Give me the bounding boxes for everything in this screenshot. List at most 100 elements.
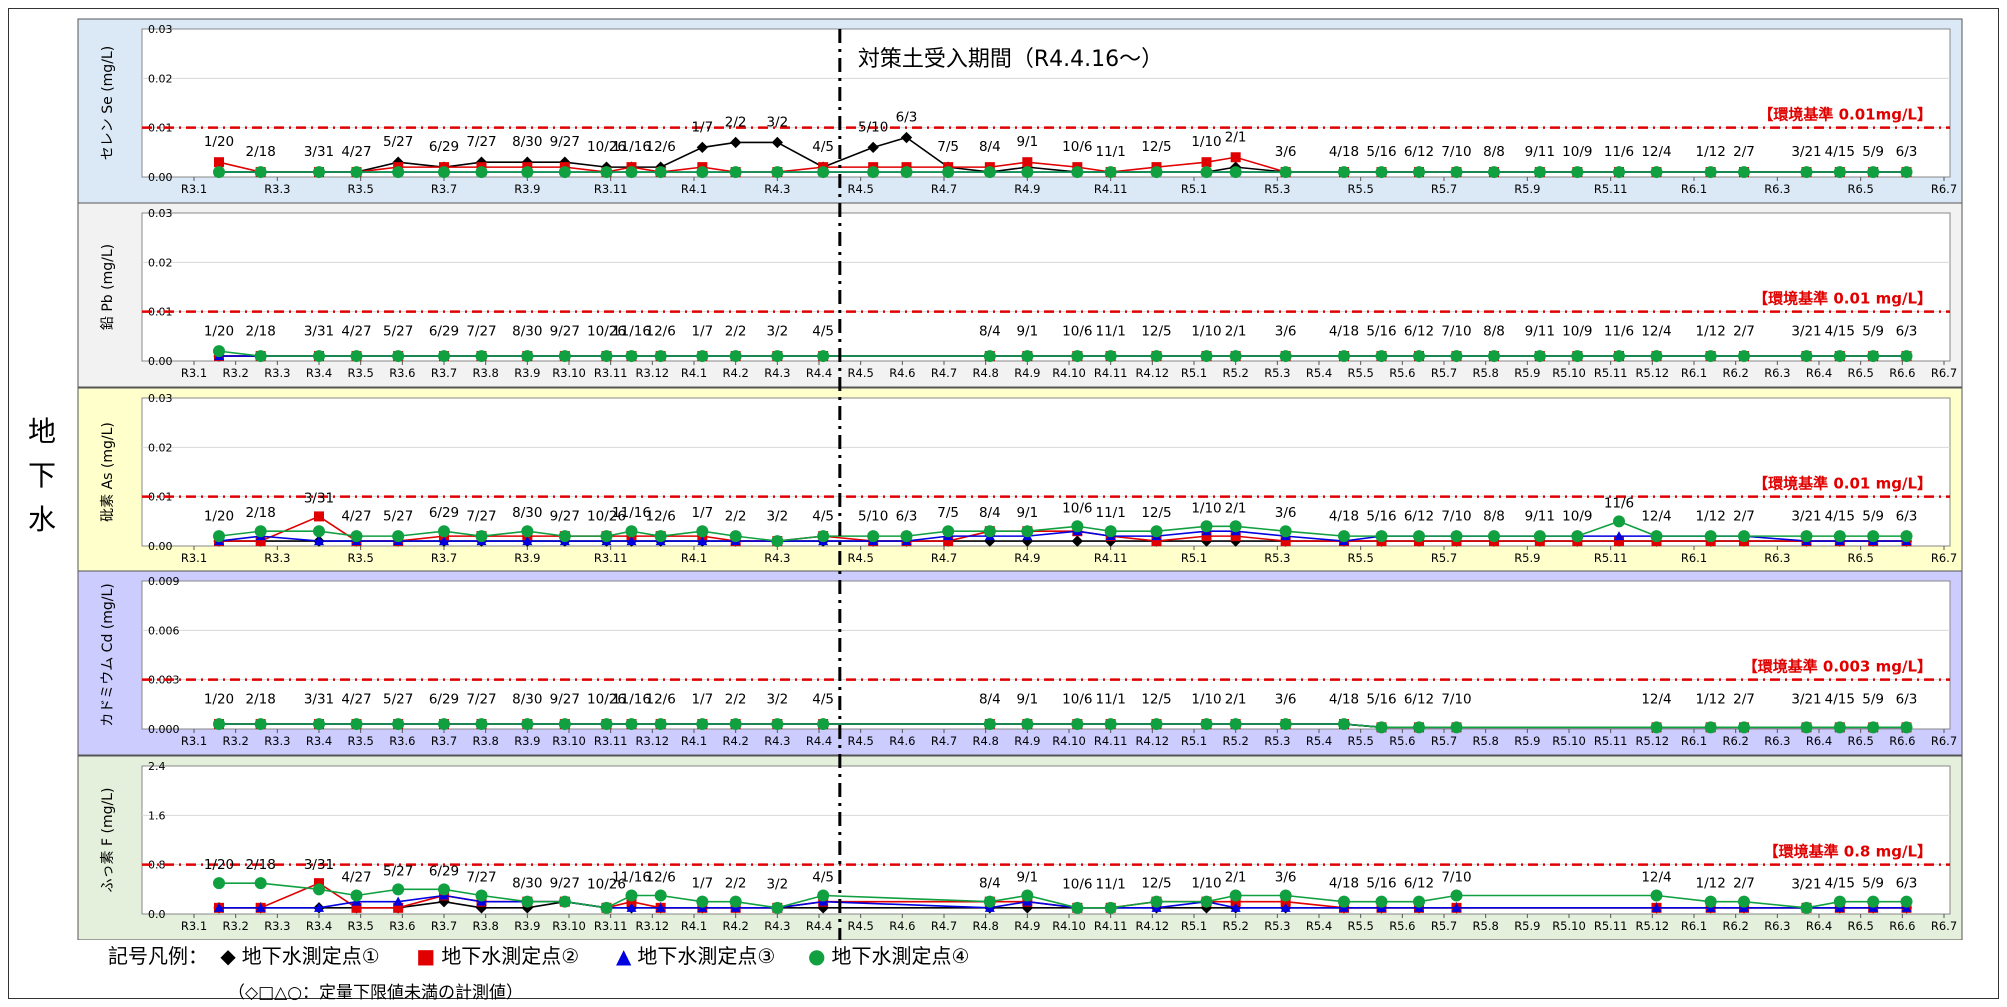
x-tick-label: R4.9 bbox=[1014, 919, 1040, 933]
x-tick-label: R4.9 bbox=[1014, 366, 1040, 380]
point-circle bbox=[1200, 350, 1213, 363]
point-circle bbox=[1413, 350, 1425, 363]
date-label: 2/7 bbox=[1733, 509, 1755, 525]
point-circle bbox=[1021, 350, 1034, 363]
date-label: 6/3 bbox=[896, 110, 918, 126]
date-label: 3/2 bbox=[766, 114, 788, 130]
x-tick-label: R6.2 bbox=[1723, 919, 1749, 933]
date-label: 2/2 bbox=[725, 114, 747, 130]
y-axis-label: ふっ素 F (mg/L) bbox=[100, 788, 116, 893]
point-diamond bbox=[900, 131, 913, 144]
point-circle bbox=[392, 350, 405, 363]
point-circle bbox=[1229, 166, 1242, 179]
date-label: 9/11 bbox=[1525, 144, 1555, 160]
date-label: 1/10 bbox=[1191, 692, 1221, 708]
date-label: 8/8 bbox=[1483, 144, 1505, 160]
y-tick-label: 0.8 bbox=[148, 859, 166, 872]
point-triangle bbox=[214, 902, 224, 912]
point-circle bbox=[1279, 166, 1292, 179]
date-label: 4/27 bbox=[341, 324, 371, 340]
point-circle bbox=[1533, 166, 1546, 179]
point-circle bbox=[1867, 895, 1880, 908]
point-triangle bbox=[1651, 902, 1662, 912]
point-circle bbox=[1571, 350, 1584, 363]
point-circle bbox=[1021, 166, 1034, 179]
point-circle bbox=[1800, 901, 1813, 914]
x-tick-label: R5.4 bbox=[1306, 919, 1332, 933]
point-square bbox=[314, 878, 324, 889]
point-square bbox=[1151, 536, 1162, 547]
x-tick-label: R5.11 bbox=[1594, 551, 1628, 565]
date-label: 12/5 bbox=[1141, 324, 1171, 340]
date-label: 2/2 bbox=[725, 692, 747, 708]
date-label: 12/5 bbox=[1141, 139, 1171, 155]
plot-area bbox=[141, 28, 1951, 178]
date-label: 12/6 bbox=[646, 870, 676, 886]
point-triangle bbox=[655, 902, 666, 912]
date-label: 2/1 bbox=[1225, 870, 1247, 886]
x-tick-label: R6.3 bbox=[1764, 734, 1790, 748]
x-tick-label: R5.11 bbox=[1594, 919, 1628, 933]
x-tick-label: R4.7 bbox=[931, 366, 957, 380]
x-tick-label: R4.7 bbox=[931, 919, 957, 933]
date-label: 9/1 bbox=[1016, 870, 1038, 886]
x-tick-label: R3.5 bbox=[348, 551, 374, 565]
date-label: 4/27 bbox=[341, 509, 371, 525]
x-tick-label: R5.10 bbox=[1552, 366, 1586, 380]
date-label: 3/2 bbox=[766, 692, 788, 708]
x-tick-label: R4.1 bbox=[681, 734, 707, 748]
point-circle bbox=[771, 166, 784, 179]
series-line bbox=[218, 520, 1907, 542]
side-label-char: 水 bbox=[27, 503, 56, 536]
x-tick-label: R5.9 bbox=[1514, 551, 1540, 565]
point-diamond bbox=[771, 136, 783, 149]
standard-label: 【環境基準 0.01 mg/L】 bbox=[1753, 290, 1932, 308]
point-circle bbox=[475, 530, 488, 543]
point-circle bbox=[1021, 718, 1034, 731]
point-circle bbox=[1650, 350, 1663, 363]
date-label: 8/30 bbox=[512, 505, 542, 521]
date-label: 10/26 bbox=[587, 509, 626, 525]
date-label: 12/6 bbox=[646, 139, 676, 155]
x-tick-label: R4.4 bbox=[806, 366, 832, 380]
date-label: 1/12 bbox=[1696, 324, 1726, 340]
point-square bbox=[1280, 896, 1291, 907]
x-tick-label: R5.12 bbox=[1636, 366, 1670, 380]
point-circle bbox=[625, 718, 638, 731]
date-label: 4/18 bbox=[1329, 876, 1359, 892]
x-tick-label: R4.8 bbox=[973, 919, 999, 933]
point-circle bbox=[771, 718, 784, 731]
point-circle bbox=[521, 166, 534, 179]
series-line bbox=[218, 530, 1907, 542]
x-tick-label: R6.1 bbox=[1681, 551, 1707, 565]
point-circle bbox=[654, 166, 667, 179]
x-tick-label: R4.11 bbox=[1094, 734, 1128, 748]
point-circle bbox=[983, 718, 996, 731]
y-tick-label: 0.00 bbox=[148, 171, 173, 184]
point-circle bbox=[1704, 530, 1717, 543]
date-label: 3/31 bbox=[304, 692, 334, 708]
date-label: 11/16 bbox=[612, 324, 651, 340]
date-label: 12/4 bbox=[1641, 144, 1671, 160]
y-tick-label: 0.00 bbox=[148, 540, 173, 553]
point-circle bbox=[350, 718, 363, 731]
point-circle bbox=[254, 350, 267, 363]
x-tick-label: R5.3 bbox=[1264, 182, 1290, 196]
x-tick-label: R3.1 bbox=[181, 734, 207, 748]
date-label: 5/9 bbox=[1862, 324, 1884, 340]
standard-label: 【環境基準 0.01 mg/L】 bbox=[1753, 475, 1932, 493]
date-label: 2/7 bbox=[1733, 692, 1755, 708]
x-tick-label: R5.7 bbox=[1431, 182, 1457, 196]
point-circle bbox=[1800, 166, 1813, 179]
point-circle bbox=[1150, 895, 1163, 908]
date-label: 3/31 bbox=[304, 857, 334, 873]
date-label: 10/6 bbox=[1062, 139, 1092, 155]
date-label: 6/12 bbox=[1404, 509, 1434, 525]
x-tick-label: R6.7 bbox=[1931, 182, 1957, 196]
date-label: 10/26 bbox=[587, 877, 626, 893]
date-label: 8/30 bbox=[512, 324, 542, 340]
point-circle bbox=[1338, 895, 1350, 908]
point-circle bbox=[1229, 520, 1242, 533]
x-tick-label: R5.8 bbox=[1473, 366, 1499, 380]
x-tick-label: R4.3 bbox=[764, 182, 790, 196]
